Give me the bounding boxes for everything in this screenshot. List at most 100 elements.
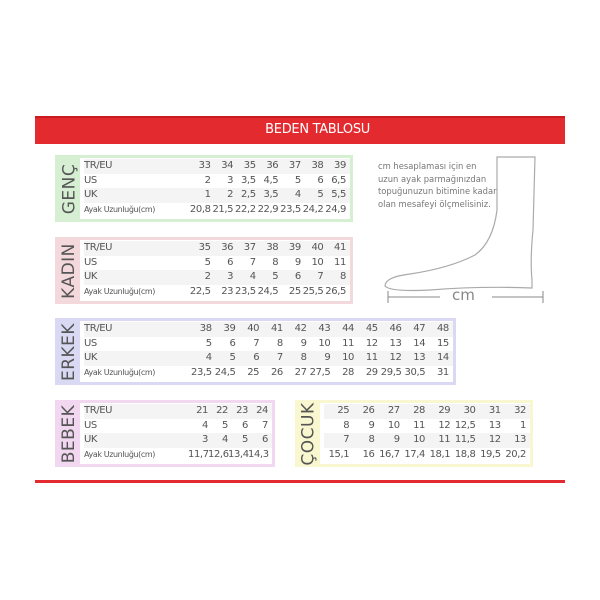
table-row: UK 1 2 2,5 3,5 4 5 5,5 [84, 188, 350, 203]
table-row: US 5 6 7 8 9 10 11 [84, 255, 350, 270]
table-cell: 10 [318, 337, 331, 349]
table-cell: 14 [413, 337, 426, 349]
table-cell: 5 [204, 256, 211, 268]
foot-icon [384, 156, 544, 303]
table-cell: 8 [300, 352, 307, 363]
table-cell: 12 [389, 352, 402, 363]
table-cell: 22,2 [235, 203, 256, 215]
table-cell: 13 [514, 434, 526, 445]
table-cell: 27,5 [309, 366, 331, 378]
table-row: TR/EU 35 36 37 38 39 40 41 [84, 241, 350, 256]
table-cell: 6,5 [331, 174, 346, 186]
table-cell: 6 [294, 271, 301, 282]
table-cell: 31 [436, 366, 449, 378]
table-row: 7 8 9 10 11 11,5 12 13 [324, 433, 530, 448]
table-category: KADIN [59, 242, 79, 299]
table-cell: 25 [288, 285, 301, 297]
table-cell: 9 [393, 434, 400, 445]
table-cell: 3,5 [240, 174, 256, 186]
table-cell: 2 [227, 189, 234, 200]
row-label: UK [84, 434, 98, 445]
table-cell: 4 [205, 352, 212, 363]
table-cell: 38 [311, 160, 324, 171]
table-cell: 5 [272, 271, 279, 282]
table-cell: 10 [413, 434, 425, 445]
table-cell: 5 [205, 337, 212, 349]
table-cell: 25 [337, 405, 350, 416]
row-label: US [84, 337, 97, 349]
table-cell: 8 [276, 337, 283, 349]
table-cell: 11 [334, 256, 346, 268]
table-row: TR/EU 21 22 23 24 [84, 404, 272, 419]
table-cell: 12,5 [454, 419, 476, 431]
table-cell: 23 [236, 405, 248, 416]
table-cell: 32 [514, 405, 526, 416]
table-row: 25 26 27 28 29 30 31 32 [324, 404, 530, 419]
title-banner: BEDEN TABLOSU [35, 116, 565, 144]
table-cell: 37 [243, 242, 256, 253]
table-cell: 10 [342, 352, 355, 363]
table-cell: 43 [318, 323, 331, 334]
table-cell: 2 [204, 271, 211, 282]
row-label: TR/EU [84, 160, 113, 171]
table-cell: 22 [216, 405, 228, 416]
table-cell: 16 [362, 448, 375, 460]
table-cell: 7 [276, 352, 283, 363]
table-category: BEBEK [59, 404, 79, 463]
table-cell: 39 [223, 323, 236, 334]
table-row: US 5 6 7 8 9 10 11 12 13 14 15 [84, 336, 453, 351]
table-cell: 5 [222, 419, 228, 431]
row-label: TR/EU [84, 242, 113, 253]
row-label: US [84, 419, 97, 431]
table-category: ÇOCUK [299, 401, 319, 466]
table-cell: 9 [324, 352, 331, 363]
row-label: US [84, 174, 97, 186]
table-row: Ayak Uzunluğu(cm) 22,5 23 23,5 24,5 25 25,5 26,… [84, 284, 350, 299]
table-cell: 13 [413, 352, 426, 363]
row-label: Ayak Uzunluğu(cm) [84, 286, 156, 296]
row-label: UK [84, 189, 98, 200]
table-cell: 6 [242, 419, 248, 431]
table-cell: 16,7 [379, 448, 400, 460]
page-title: BEDEN TABLOSU [265, 122, 370, 137]
table-cell: 8 [343, 419, 350, 431]
table-cell: 10 [311, 256, 324, 268]
table-cell: 21,5 [212, 203, 234, 215]
row-label: TR/EU [84, 323, 113, 334]
table-cell: 13 [488, 419, 501, 431]
table-cell: 9 [294, 256, 301, 268]
table-cell: 5 [242, 434, 248, 445]
table-cell: 5 [317, 189, 324, 200]
table-cell: 39 [288, 242, 301, 253]
table-cell: 12 [365, 337, 378, 349]
table-cell: 33 [198, 160, 211, 171]
table-cell: 15 [436, 337, 449, 349]
table-row: 15,1 16 16,7 17,4 18,1 18,8 19,5 20,2 [324, 447, 530, 462]
table-cell: 23,5 [235, 285, 256, 297]
table-cell: 7 [249, 256, 256, 268]
table-cell: 12 [488, 434, 501, 445]
row-label: UK [84, 271, 98, 282]
table-cell: 19,5 [480, 448, 501, 460]
table-cell: 24,9 [325, 203, 346, 215]
table-cell: 5 [294, 174, 301, 186]
table-cell: 23,5 [191, 366, 212, 378]
table-cell: 35 [198, 242, 211, 253]
table-cell: 25,5 [302, 285, 324, 297]
table-cell: 22,5 [189, 285, 211, 297]
table-cell: 41 [270, 323, 283, 334]
table-cell: 2,5 [240, 189, 256, 200]
table-cell: 3 [202, 434, 208, 445]
table-cell: 13 [389, 337, 402, 349]
table-cell: 7 [317, 271, 324, 282]
table-cell: 39 [334, 160, 346, 171]
table-row: Ayak Uzunluğu(cm) 23,5 24,5 25 26 27 27,5 28 29 2… [84, 365, 453, 380]
table-cell: 7 [262, 419, 268, 431]
table-cell: 13,4 [228, 448, 249, 460]
table-cell: 6 [227, 256, 234, 268]
table-cell: 11,5 [454, 434, 476, 445]
table-cell: 29,5 [380, 366, 402, 378]
size-table-4: ÇOCUK 25 26 27 28 29 30 31 32 8 9 10 11 12 12,5 13 1 7 8 9 1… [295, 400, 533, 467]
table-cell: 47 [413, 323, 426, 334]
table-cell: 48 [436, 323, 449, 334]
